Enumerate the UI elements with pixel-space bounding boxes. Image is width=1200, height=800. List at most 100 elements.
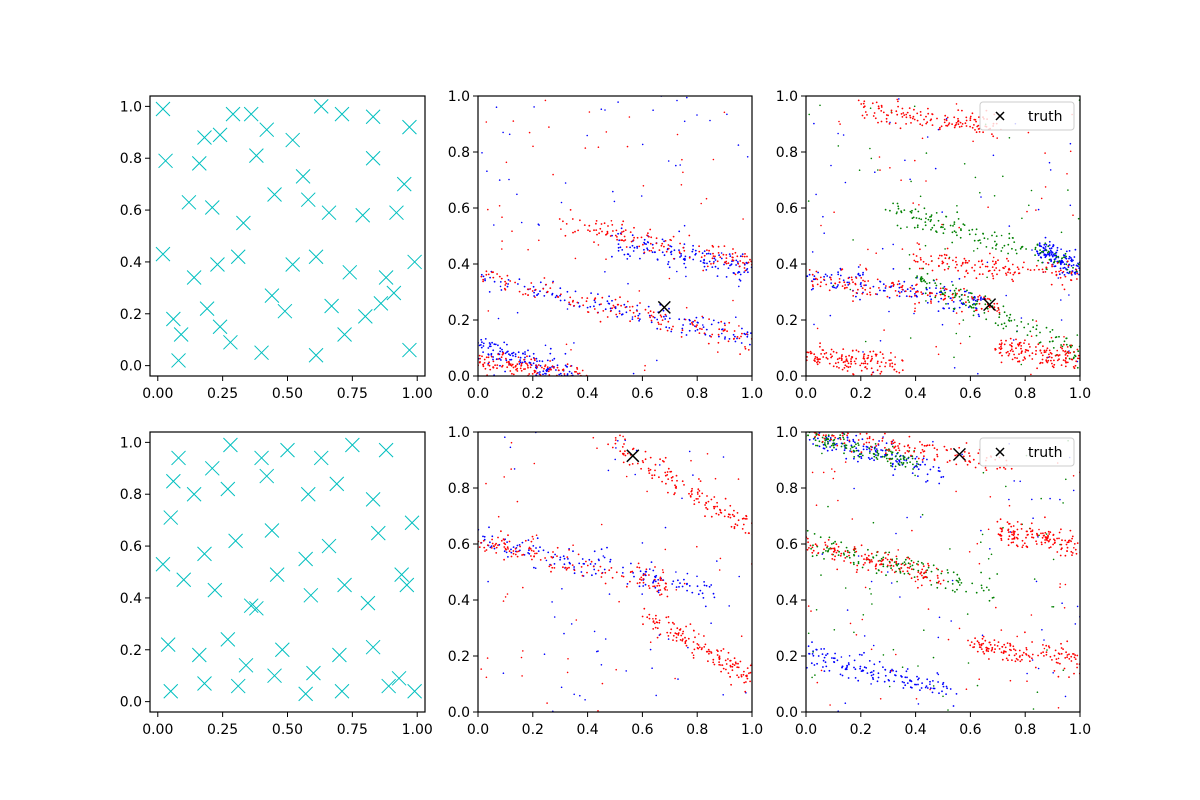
data-point — [880, 370, 883, 373]
data-point — [676, 479, 678, 482]
data-point — [581, 378, 583, 380]
data-point — [857, 266, 860, 268]
data-point — [507, 279, 510, 281]
data-point — [533, 357, 536, 360]
data-point — [734, 335, 736, 338]
data-point — [924, 221, 927, 224]
data-point — [731, 256, 734, 259]
data-point — [823, 278, 825, 281]
data-point — [861, 618, 864, 621]
data-point — [889, 558, 892, 561]
data-point — [879, 372, 882, 375]
data-point — [745, 518, 748, 520]
data-point — [648, 587, 651, 589]
data-point — [1049, 249, 1052, 252]
data-point — [938, 616, 941, 619]
y-tick-label: 0.4 — [776, 593, 798, 609]
data-point — [918, 243, 920, 246]
data-point — [863, 354, 865, 356]
data-point — [597, 293, 599, 295]
data-point — [1065, 268, 1067, 270]
data-point — [996, 645, 999, 647]
data-point — [838, 281, 841, 284]
data-point — [1015, 544, 1018, 547]
data-point — [810, 610, 812, 612]
data-point — [1036, 691, 1039, 693]
data-point — [676, 270, 678, 273]
data-point — [723, 263, 725, 266]
data-point — [857, 350, 860, 353]
data-point — [485, 270, 488, 273]
data-point — [949, 688, 952, 690]
data-point — [968, 551, 971, 553]
data-point — [923, 450, 926, 452]
data-point — [1006, 642, 1009, 644]
data-point — [674, 492, 676, 494]
data-point — [575, 619, 578, 621]
data-point — [812, 544, 814, 547]
data-point — [886, 558, 889, 561]
data-point — [520, 656, 523, 659]
data-point — [684, 318, 687, 321]
data-point — [601, 682, 604, 685]
data-point — [681, 632, 684, 635]
data-point — [878, 660, 881, 663]
data-point — [494, 343, 497, 346]
data-point — [573, 304, 576, 307]
data-point — [1042, 644, 1044, 646]
data-point — [555, 369, 557, 371]
data-point — [853, 445, 856, 448]
data-point — [740, 335, 742, 338]
data-point — [841, 674, 844, 677]
data-point — [850, 450, 853, 453]
data-point — [659, 328, 662, 331]
data-point — [975, 591, 978, 594]
data-point — [488, 526, 490, 529]
data-point — [1031, 249, 1033, 251]
data-point — [921, 137, 924, 140]
data-point — [611, 576, 614, 579]
data-point — [913, 312, 915, 315]
data-point — [898, 371, 901, 374]
data-point — [866, 363, 869, 365]
data-point — [722, 330, 725, 332]
data-point — [974, 303, 977, 305]
data-point — [510, 551, 513, 554]
data-point — [1008, 498, 1010, 501]
data-point — [941, 223, 943, 226]
data-point — [1060, 319, 1063, 321]
data-point — [655, 694, 657, 697]
data-point — [716, 560, 718, 562]
data-point — [683, 484, 685, 486]
data-point — [512, 552, 515, 555]
data-point — [835, 448, 838, 451]
data-point — [930, 302, 932, 304]
data-point — [878, 569, 880, 572]
data-point — [722, 456, 725, 458]
data-point — [711, 257, 714, 260]
data-point — [1062, 359, 1065, 361]
data-point — [929, 688, 931, 691]
y-tick-label: 0.4 — [448, 257, 470, 273]
data-point — [681, 585, 684, 588]
data-point — [916, 456, 918, 458]
data-point — [622, 220, 625, 223]
data-point — [1066, 640, 1069, 643]
data-point — [819, 536, 822, 539]
data-point — [629, 580, 631, 583]
data-point — [833, 657, 836, 660]
data-point — [851, 349, 854, 352]
data-point — [506, 366, 509, 369]
data-point — [1043, 647, 1046, 650]
data-point — [1056, 246, 1059, 249]
data-point — [850, 446, 853, 448]
data-point — [927, 562, 929, 565]
data-point — [1065, 257, 1068, 260]
data-point — [475, 539, 477, 541]
data-point — [811, 676, 813, 679]
data-point — [559, 558, 561, 561]
y-tick-label: 0.6 — [448, 537, 470, 553]
data-point — [917, 571, 920, 573]
data-point — [897, 451, 899, 454]
data-point — [1049, 331, 1052, 333]
